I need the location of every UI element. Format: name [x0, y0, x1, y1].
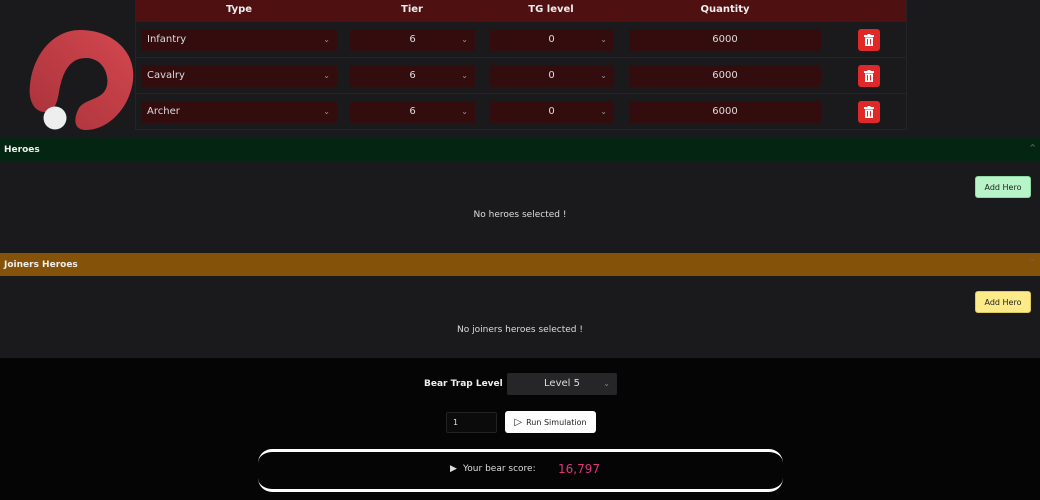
table-header: Type Tier TG level Quantity	[136, 0, 906, 22]
tg-value: 0	[548, 34, 555, 45]
simulation-count-input[interactable]: 1	[446, 412, 497, 433]
delete-row-button[interactable]	[858, 101, 880, 123]
heroes-section-header[interactable]: Heroes ^	[0, 138, 1040, 161]
chevron-down-icon: ⌄	[461, 35, 468, 44]
play-icon: ▷	[514, 416, 523, 428]
logo	[28, 30, 136, 134]
heroes-empty-message: No heroes selected !	[473, 210, 567, 220]
bear-trap-label: Bear Trap Level	[424, 379, 503, 389]
trash-icon	[864, 106, 874, 118]
tier-value: 6	[409, 106, 416, 117]
chevron-down-icon: ⌄	[600, 71, 607, 80]
chevron-down-icon: ⌄	[603, 379, 610, 388]
add-hero-button[interactable]: Add Hero	[975, 176, 1031, 198]
chevron-up-icon[interactable]: ^	[1029, 143, 1036, 152]
score-box: ▶ Your bear score: 16,797	[258, 449, 783, 492]
delete-row-button[interactable]	[858, 65, 880, 87]
chevron-down-icon: ⌄	[600, 35, 607, 44]
header-quantity: Quantity	[700, 4, 750, 15]
run-simulation-button[interactable]: ▷ Run Simulation	[505, 411, 596, 433]
joiners-section-header[interactable]: Joiners Heroes ^	[0, 253, 1040, 276]
chevron-down-icon: ⌄	[600, 107, 607, 116]
type-select[interactable]: Archer ⌄	[141, 101, 337, 123]
tg-level-select[interactable]: 0 ⌄	[489, 29, 614, 51]
delete-row-button[interactable]	[858, 29, 880, 51]
add-joiner-hero-button[interactable]: Add Hero	[975, 291, 1031, 313]
chevron-down-icon: ⌄	[323, 107, 330, 116]
quantity-input[interactable]: 6000	[629, 29, 821, 51]
tier-value: 6	[409, 34, 416, 45]
chevron-down-icon: ⌄	[461, 71, 468, 80]
type-select[interactable]: Infantry ⌄	[141, 29, 337, 51]
header-tier: Tier	[401, 4, 423, 15]
tier-select[interactable]: 6 ⌄	[350, 101, 475, 123]
flag-icon: ▶	[450, 464, 457, 474]
tier-select[interactable]: 6 ⌄	[350, 65, 475, 87]
score-value: 16,797	[558, 462, 600, 476]
chevron-up-icon[interactable]: ^	[1029, 258, 1036, 267]
tg-level-select[interactable]: 0 ⌄	[489, 65, 614, 87]
tier-select[interactable]: 6 ⌄	[350, 29, 475, 51]
type-value: Archer	[147, 106, 180, 117]
header-type: Type	[225, 4, 253, 15]
simulation-panel: Bear Trap Level Level 5 ⌄ 1 ▷ Run Simula…	[0, 358, 1040, 500]
tier-value: 6	[409, 70, 416, 81]
type-value: Cavalry	[147, 70, 185, 81]
run-simulation-label: Run Simulation	[526, 417, 587, 427]
tg-value: 0	[548, 106, 555, 117]
bear-trap-level-value: Level 5	[544, 378, 580, 389]
type-value: Infantry	[147, 34, 187, 45]
score-label: Your bear score:	[463, 464, 536, 474]
chevron-down-icon: ⌄	[323, 35, 330, 44]
trash-icon	[864, 70, 874, 82]
trash-icon	[864, 34, 874, 46]
table-row: Archer ⌄ 6 ⌄ 0 ⌄ 6000	[136, 94, 906, 130]
heroes-title: Heroes	[4, 145, 40, 155]
joiners-empty-message: No joiners heroes selected !	[457, 325, 583, 335]
chevron-down-icon: ⌄	[323, 71, 330, 80]
quantity-input[interactable]: 6000	[629, 101, 821, 123]
tg-value: 0	[548, 70, 555, 81]
joiners-title: Joiners Heroes	[4, 260, 78, 270]
tg-level-select[interactable]: 0 ⌄	[489, 101, 614, 123]
type-select[interactable]: Cavalry ⌄	[141, 65, 337, 87]
header-tg-level: TG level	[528, 4, 574, 15]
quantity-input[interactable]: 6000	[629, 65, 821, 87]
troops-table: Type Tier TG level Quantity Infantry ⌄ 6 ⌄…	[135, 0, 907, 130]
table-row: Cavalry ⌄ 6 ⌄ 0 ⌄ 6000	[136, 58, 906, 94]
bear-trap-level-select[interactable]: Level 5 ⌄	[507, 373, 617, 395]
table-row: Infantry ⌄ 6 ⌄ 0 ⌄ 6000	[136, 22, 906, 58]
chevron-down-icon: ⌄	[461, 107, 468, 116]
